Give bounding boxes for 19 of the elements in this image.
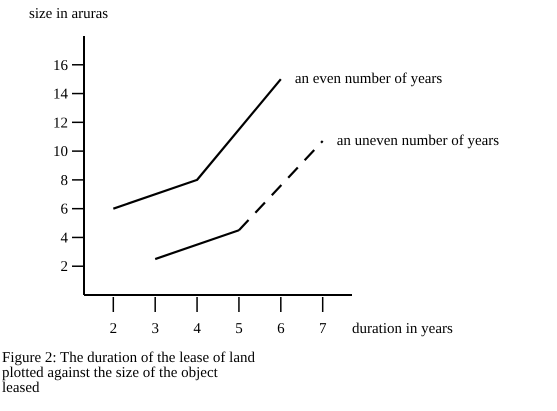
x-axis-title: duration in years <box>352 321 453 337</box>
y-tick-label: 12 <box>53 115 68 132</box>
x-tick-label: 2 <box>110 321 118 337</box>
caption: Figure 2: The duration of the lease of land plotted against the size of the object leased <box>2 350 256 396</box>
y-axis-title: size in aruras <box>29 6 108 22</box>
series-label: an uneven number of years <box>336 133 500 150</box>
y-tick-label: 10 <box>53 144 68 160</box>
y-tick-label: 4 <box>60 230 68 246</box>
y-tick-label: 16 <box>53 58 68 74</box>
y-tick-label: 8 <box>60 172 68 189</box>
x-tick-label: 5 <box>235 321 243 337</box>
x-tick-label: 4 <box>193 321 202 337</box>
x-tick-label: 6 <box>277 321 286 337</box>
x-tick-label: 3 <box>151 321 159 337</box>
y-tick-label: 14 <box>53 86 68 103</box>
y-tick-label: 6 <box>60 202 68 218</box>
series-label: an even number of years <box>294 71 442 88</box>
y-tick-label: 2 <box>60 259 68 276</box>
x-tick-label: 7 <box>318 321 327 337</box>
